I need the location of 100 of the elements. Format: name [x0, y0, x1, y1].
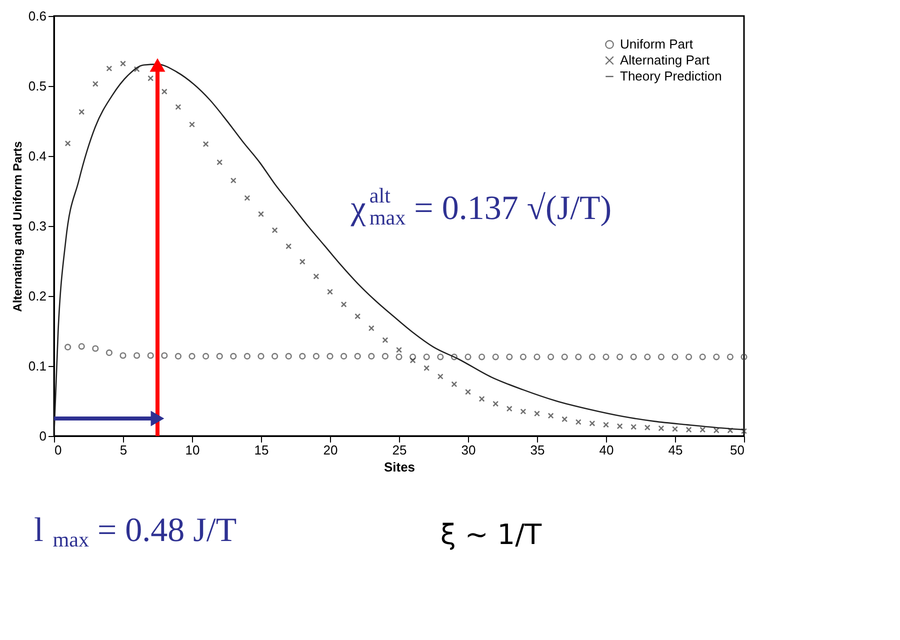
point	[575, 419, 582, 425]
x-tick-label: 0	[54, 442, 62, 458]
point	[313, 273, 320, 280]
point	[588, 354, 596, 360]
point	[272, 352, 278, 360]
point	[410, 354, 416, 360]
y-tick-label: 0.5	[28, 78, 46, 94]
point	[272, 227, 278, 234]
legend-label: Theory Prediction	[620, 68, 722, 84]
x-tick-label: 20	[323, 442, 338, 458]
point	[354, 313, 361, 320]
point	[216, 159, 223, 166]
point	[644, 424, 650, 431]
point	[326, 352, 334, 360]
point	[478, 396, 485, 402]
point	[161, 352, 168, 359]
point	[658, 354, 664, 360]
y-tick-label: 0.3	[28, 218, 46, 234]
point	[644, 354, 651, 360]
point	[534, 410, 540, 417]
point	[120, 352, 126, 359]
point	[630, 354, 637, 360]
point	[106, 349, 112, 356]
point	[382, 352, 388, 360]
point	[437, 374, 444, 380]
legend-label: Uniform Part	[620, 36, 694, 52]
legend-label: Alternating Part	[620, 52, 710, 68]
y-tick-label: 0	[39, 428, 46, 444]
point	[202, 141, 209, 148]
x-tick-label: 30	[461, 442, 476, 458]
point	[396, 346, 402, 353]
point	[327, 288, 333, 295]
point	[658, 425, 664, 432]
point	[354, 352, 361, 360]
point	[64, 344, 72, 350]
point	[534, 354, 540, 360]
point	[78, 108, 85, 115]
point	[451, 381, 458, 388]
x-axis-title: Sites	[384, 460, 416, 474]
point	[575, 354, 582, 360]
point	[465, 388, 471, 395]
y-tick-label: 0.6	[28, 8, 46, 24]
point	[464, 354, 472, 360]
point	[368, 325, 374, 332]
point	[741, 428, 747, 434]
point	[92, 80, 98, 87]
point	[340, 352, 348, 360]
point	[561, 354, 568, 360]
point	[175, 104, 182, 110]
point	[478, 354, 486, 360]
point	[492, 400, 499, 407]
point	[726, 354, 734, 360]
point	[244, 352, 250, 360]
x-tick-label: 40	[599, 442, 614, 458]
point	[686, 354, 692, 360]
point	[286, 243, 292, 250]
point	[106, 66, 112, 72]
x-tick-label: 35	[530, 442, 545, 458]
point	[589, 420, 596, 426]
point	[520, 354, 526, 360]
x-tick-label: 50	[730, 442, 744, 458]
point	[147, 352, 154, 359]
point	[423, 354, 430, 360]
x-tick-label: 5	[120, 442, 128, 458]
point	[148, 75, 154, 82]
point	[368, 352, 375, 360]
point	[548, 412, 554, 419]
point	[230, 178, 236, 184]
point	[134, 66, 140, 72]
y-tick-label: 0.2	[28, 288, 46, 304]
point	[603, 422, 609, 428]
point	[92, 345, 99, 352]
point	[548, 354, 554, 360]
point	[740, 354, 748, 360]
point	[312, 352, 320, 360]
point	[686, 426, 692, 433]
point	[258, 211, 264, 218]
y-axis-title: Alternating and Uniform Parts	[10, 140, 24, 312]
point	[174, 352, 182, 360]
point	[506, 406, 512, 412]
y-tick-label: 0.4	[28, 148, 46, 164]
x-tick-label: 25	[392, 442, 407, 458]
point	[161, 88, 168, 95]
point	[258, 352, 264, 360]
point	[672, 426, 678, 432]
point	[424, 365, 430, 372]
point	[630, 424, 637, 430]
point	[202, 352, 210, 360]
point	[520, 408, 526, 414]
point	[230, 352, 237, 360]
point	[64, 140, 71, 146]
point	[699, 354, 706, 360]
point	[506, 354, 513, 360]
point	[244, 195, 250, 201]
point	[396, 354, 402, 360]
point	[285, 352, 292, 360]
point	[188, 352, 196, 360]
point	[299, 258, 306, 265]
point	[450, 354, 458, 360]
point	[713, 354, 720, 360]
